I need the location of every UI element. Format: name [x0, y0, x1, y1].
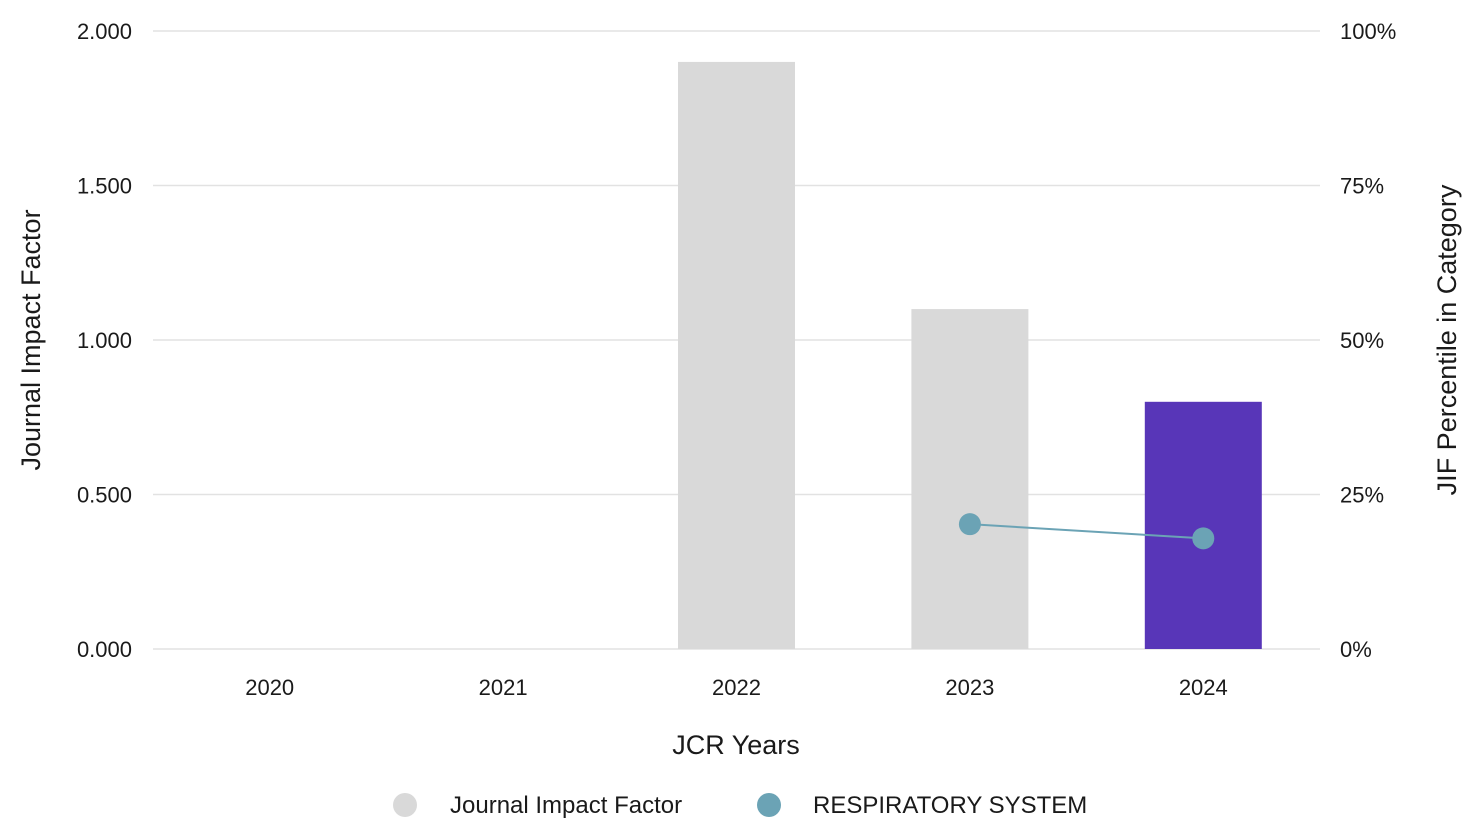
right-tick-label: 100% — [1340, 19, 1396, 44]
percentile-point-2024[interactable] — [1192, 527, 1215, 550]
line-series — [958, 513, 1215, 550]
bar-2022[interactable] — [678, 61, 795, 649]
legend-label-journal-impact-factor: Journal Impact Factor — [450, 792, 682, 819]
legend-swatch-respiratory-system — [757, 793, 781, 817]
left-tick-label: 2.000 — [77, 19, 132, 44]
x-axis-ticks: 2020 2021 2022 2023 2024 — [245, 675, 1228, 700]
right-tick-label: 50% — [1340, 328, 1384, 353]
left-tick-label: 1.500 — [77, 174, 132, 199]
left-tick-label: 0.500 — [77, 483, 132, 508]
x-tick-label: 2021 — [479, 675, 528, 700]
left-tick-label: 1.000 — [77, 328, 132, 353]
right-axis-title: JIF Percentile in Category — [1432, 184, 1462, 495]
bar-2024[interactable] — [1144, 401, 1262, 649]
legend-item-journal-impact-factor[interactable]: Journal Impact Factor — [393, 792, 682, 819]
left-tick-label: 0.000 — [77, 637, 132, 662]
x-tick-label: 2022 — [712, 675, 761, 700]
left-axis-ticks: 0.000 0.500 1.000 1.500 2.000 — [77, 19, 132, 662]
bar-2023[interactable] — [911, 309, 1029, 649]
legend: Journal Impact Factor RESPIRATORY SYSTEM — [393, 792, 1087, 819]
percentile-point-2023[interactable] — [958, 513, 981, 536]
right-tick-label: 0% — [1340, 637, 1372, 662]
left-axis-title: Journal Impact Factor — [16, 209, 46, 470]
right-tick-label: 25% — [1340, 483, 1384, 508]
right-tick-label: 75% — [1340, 174, 1384, 199]
legend-swatch-journal-impact-factor — [393, 793, 417, 817]
legend-item-respiratory-system[interactable]: RESPIRATORY SYSTEM — [757, 792, 1087, 819]
right-axis-ticks: 0% 25% 50% 75% 100% — [1340, 19, 1396, 662]
x-axis-title: JCR Years — [672, 730, 800, 760]
x-tick-label: 2023 — [945, 675, 994, 700]
legend-label-respiratory-system: RESPIRATORY SYSTEM — [813, 792, 1087, 819]
bar-series — [678, 61, 1262, 649]
x-tick-label: 2020 — [245, 675, 294, 700]
x-tick-label: 2024 — [1179, 675, 1228, 700]
percentile-line — [969, 523, 1204, 540]
